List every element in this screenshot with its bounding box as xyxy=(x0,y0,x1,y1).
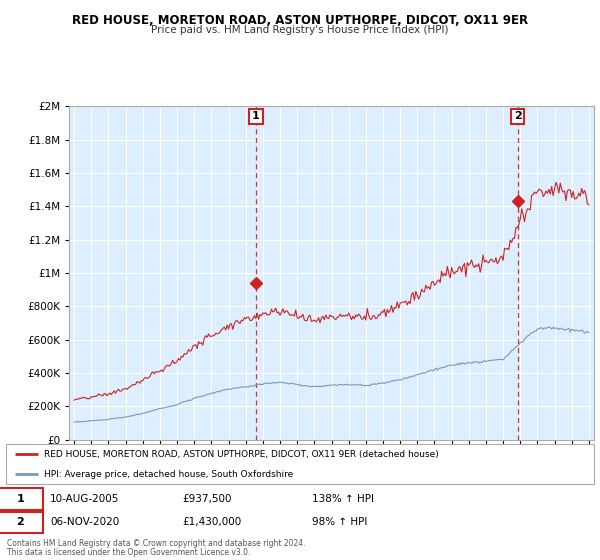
Text: HPI: Average price, detached house, South Oxfordshire: HPI: Average price, detached house, Sout… xyxy=(44,470,293,479)
FancyBboxPatch shape xyxy=(0,512,43,533)
Text: This data is licensed under the Open Government Licence v3.0.: This data is licensed under the Open Gov… xyxy=(7,548,251,557)
Text: £1,430,000: £1,430,000 xyxy=(182,517,242,528)
Text: RED HOUSE, MORETON ROAD, ASTON UPTHORPE, DIDCOT, OX11 9ER: RED HOUSE, MORETON ROAD, ASTON UPTHORPE,… xyxy=(72,14,528,27)
Text: 06-NOV-2020: 06-NOV-2020 xyxy=(50,517,119,528)
Text: RED HOUSE, MORETON ROAD, ASTON UPTHORPE, DIDCOT, OX11 9ER (detached house): RED HOUSE, MORETON ROAD, ASTON UPTHORPE,… xyxy=(44,450,439,459)
Text: 2: 2 xyxy=(514,111,521,122)
Text: Price paid vs. HM Land Registry's House Price Index (HPI): Price paid vs. HM Land Registry's House … xyxy=(151,25,449,35)
Text: Contains HM Land Registry data © Crown copyright and database right 2024.: Contains HM Land Registry data © Crown c… xyxy=(7,539,306,548)
Text: 1: 1 xyxy=(16,494,24,504)
FancyBboxPatch shape xyxy=(0,488,43,510)
FancyBboxPatch shape xyxy=(6,444,594,484)
Text: £937,500: £937,500 xyxy=(182,494,232,504)
Text: 138% ↑ HPI: 138% ↑ HPI xyxy=(312,494,374,504)
Text: 10-AUG-2005: 10-AUG-2005 xyxy=(50,494,119,504)
Text: 2: 2 xyxy=(16,517,24,528)
Text: 98% ↑ HPI: 98% ↑ HPI xyxy=(312,517,367,528)
Text: 1: 1 xyxy=(252,111,260,122)
